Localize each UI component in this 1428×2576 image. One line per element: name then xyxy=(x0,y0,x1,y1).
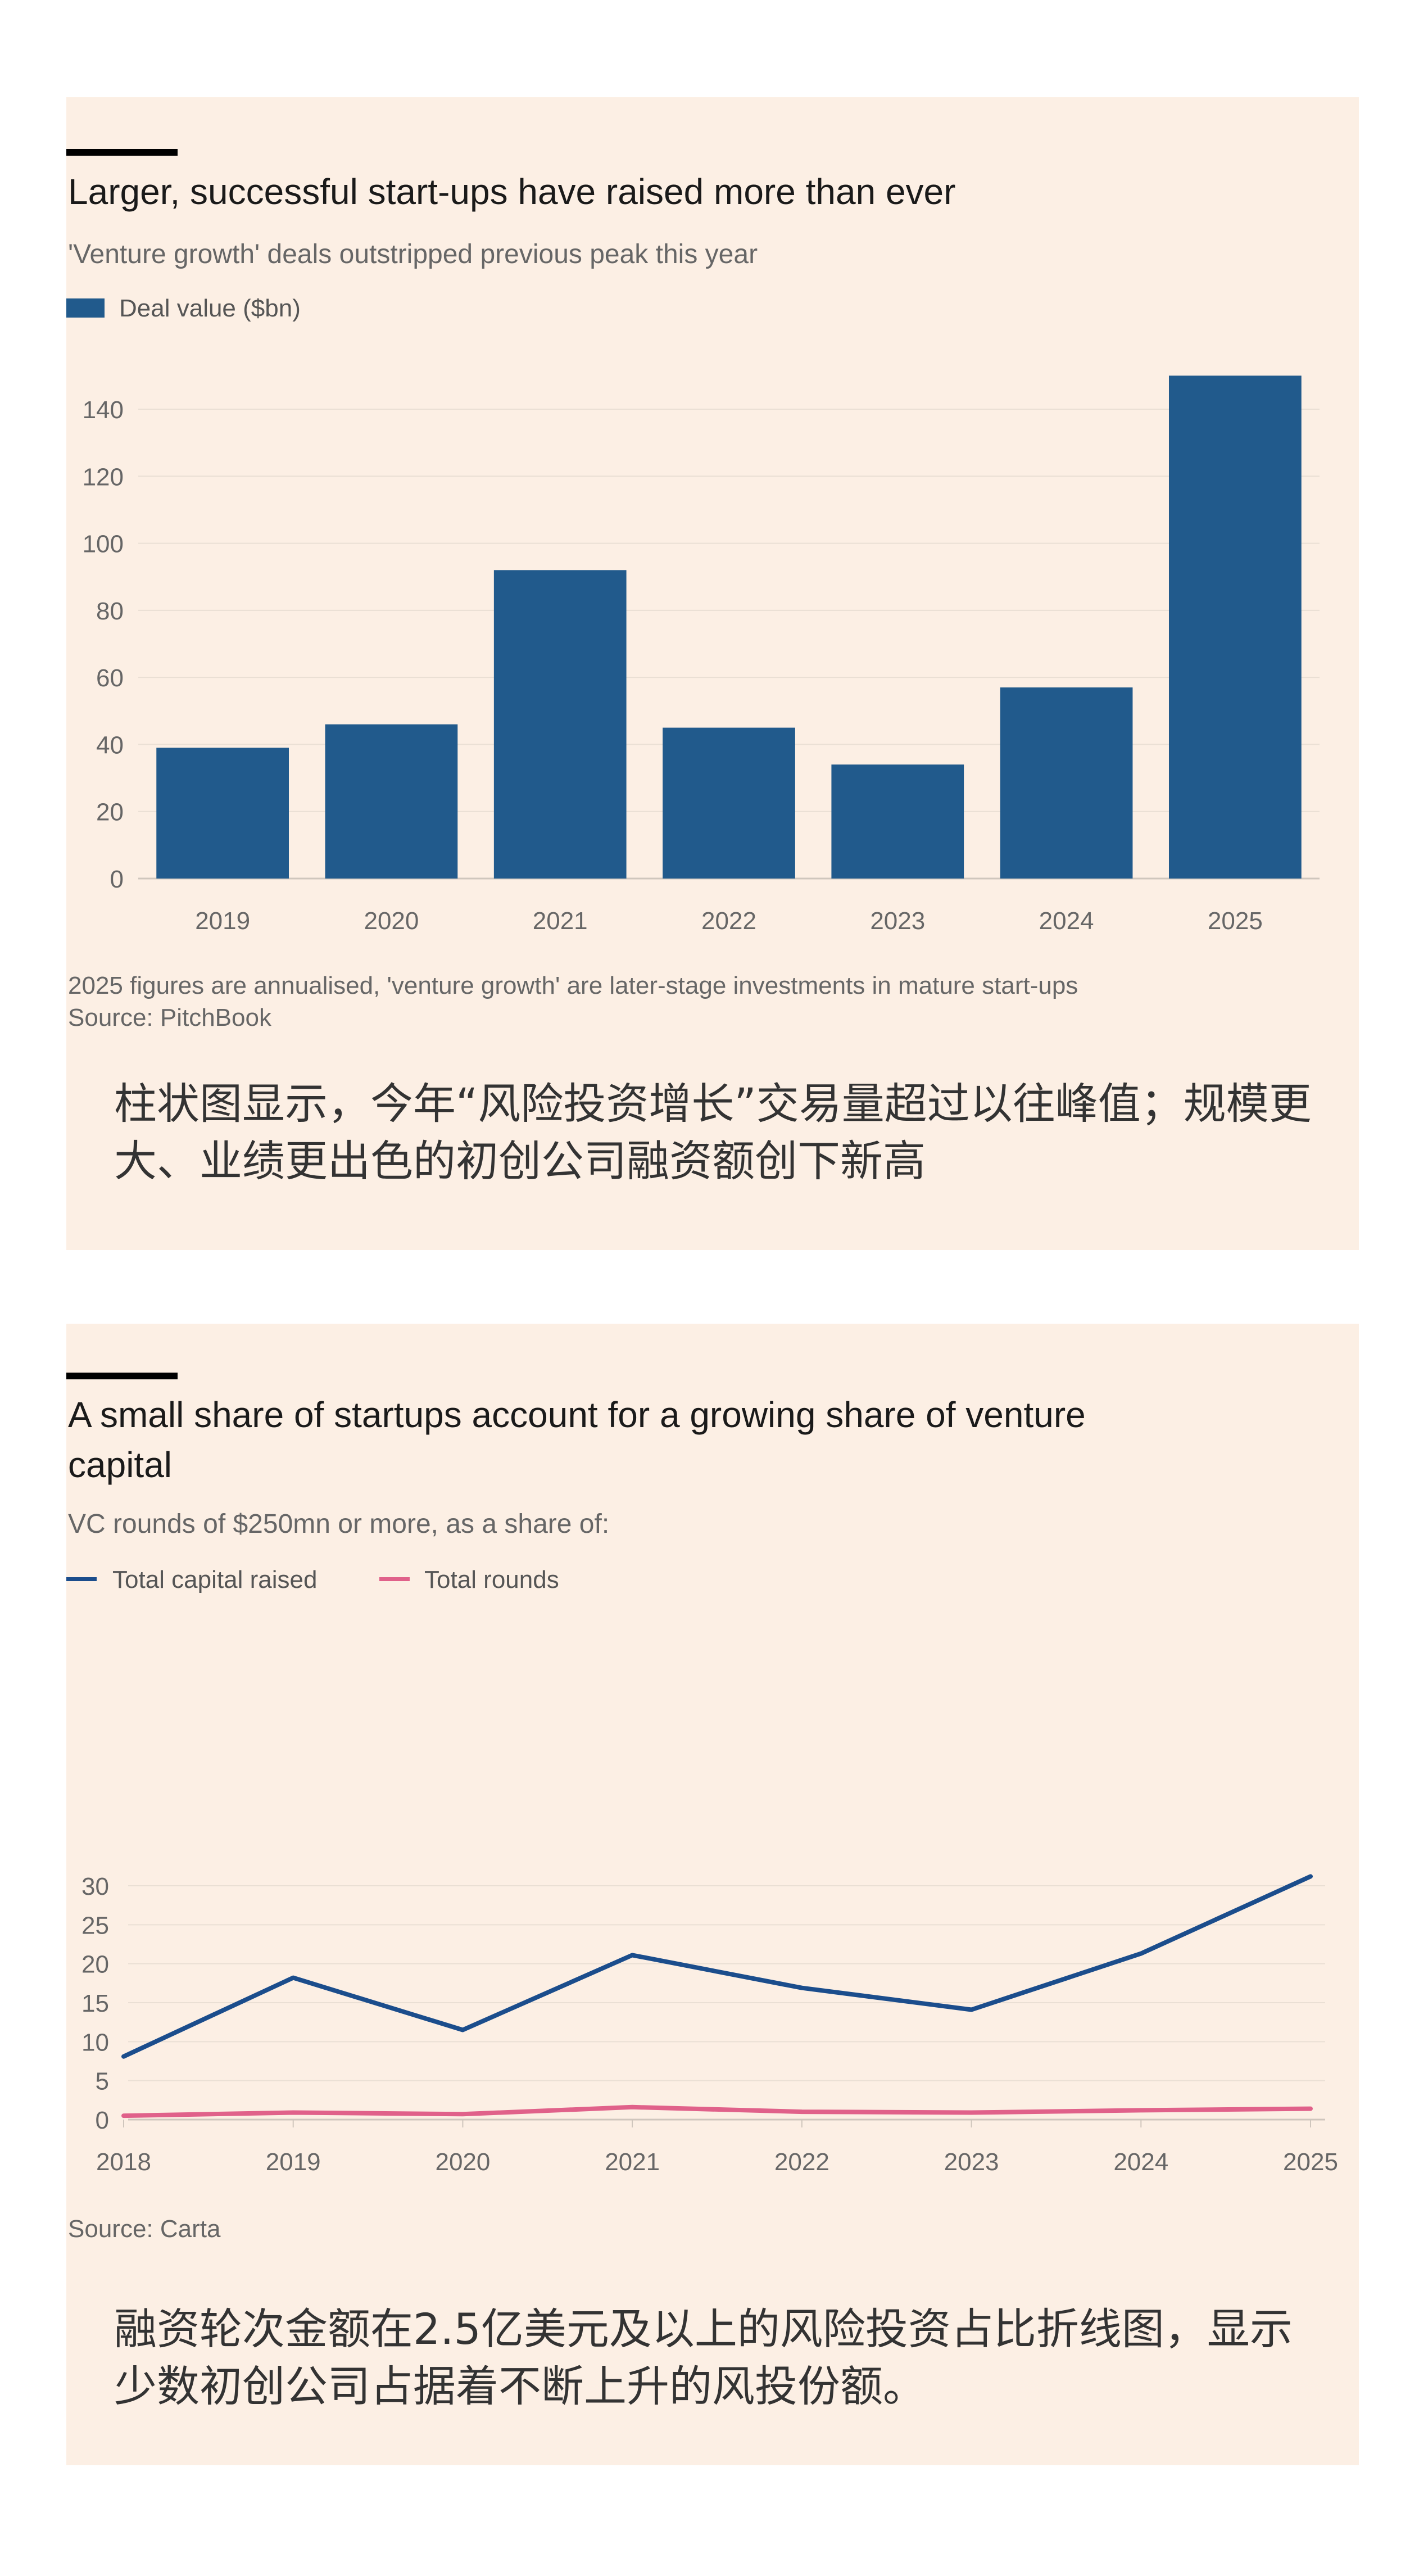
x-tick-label: 2023 xyxy=(870,907,925,935)
chart-subtitle: 'Venture growth' deals outstripped previ… xyxy=(68,239,758,269)
x-tick-label: 2018 xyxy=(96,2148,151,2176)
bar-2025 xyxy=(1168,375,1302,879)
x-tick-label: 2024 xyxy=(1113,2148,1168,2176)
y-axis-ticks: 0 5 10 15 20 25 30 xyxy=(81,1873,109,2134)
bar-chart-card: Larger, successful start-ups have raised… xyxy=(66,97,1359,1250)
y-tick-label: 0 xyxy=(110,866,124,893)
y-tick-label: 25 xyxy=(81,1912,109,1939)
chart-caption: 柱状图显示，今年“风险投资增长”交易量超过以往峰值；规模更大、业绩更出色的初创公… xyxy=(114,1079,1312,1186)
y-tick-label: 40 xyxy=(96,731,124,759)
line-chart-card: A small share of startups account for a … xyxy=(66,1324,1359,2465)
x-tick-label: 2020 xyxy=(364,907,419,935)
y-tick-label: 20 xyxy=(81,1951,109,1979)
bar-2023 xyxy=(831,764,964,879)
legend-swatch xyxy=(66,298,105,318)
bar-2024 xyxy=(1000,687,1133,879)
x-tick-label: 2019 xyxy=(266,2148,321,2176)
x-tick-label: 2023 xyxy=(944,2148,999,2176)
chart-title: Larger, successful start-ups have raised… xyxy=(68,171,955,212)
x-axis-ticks: 2018 2019 2020 2021 2022 2023 2024 2025 xyxy=(96,2120,1338,2176)
x-tick-label: 2025 xyxy=(1208,907,1263,935)
y-tick-label: 140 xyxy=(83,396,124,424)
legend-swatch-rounds xyxy=(379,1577,410,1581)
y-tick-label: 10 xyxy=(81,2029,109,2056)
bar-2022 xyxy=(663,727,795,879)
y-tick-label: 20 xyxy=(96,799,124,826)
y-tick-label: 100 xyxy=(83,531,124,558)
bar-chart: Larger, successful start-ups have raised… xyxy=(66,149,1320,1031)
x-tick-label: 2024 xyxy=(1039,907,1094,935)
series-line-total-rounds xyxy=(121,2104,1313,2118)
legend-label-rounds: Total rounds xyxy=(424,1566,559,1593)
chart-title-line-1: A small share of startups account for a … xyxy=(68,1395,1086,1435)
header-accent-bar xyxy=(66,149,178,156)
y-tick-label: 15 xyxy=(81,1990,109,2017)
x-tick-label: 2022 xyxy=(701,907,756,935)
y-tick-label: 0 xyxy=(96,2107,109,2134)
chart-source: Source: Carta xyxy=(68,2215,221,2243)
y-tick-label: 5 xyxy=(96,2068,109,2095)
bar-2021 xyxy=(493,570,627,879)
series-line-total-capital-raised xyxy=(121,1874,1313,2059)
line-chart: A small share of startups account for a … xyxy=(66,1373,1338,2243)
chart-subtitle: VC rounds of $250mn or more, as a share … xyxy=(68,1509,609,1539)
legend-swatch-capital xyxy=(66,1577,97,1581)
chart-title-line-2: capital xyxy=(68,1445,172,1485)
y-tick-label: 60 xyxy=(96,664,124,692)
gridlines xyxy=(128,1885,1325,2121)
x-tick-label: 2019 xyxy=(195,907,250,935)
data-point xyxy=(971,2009,972,2010)
chart-source: Source: PitchBook xyxy=(68,1004,272,1031)
x-tick-label: 2020 xyxy=(435,2148,490,2176)
y-tick-label: 120 xyxy=(83,463,124,491)
series-lines xyxy=(121,1874,1313,2118)
legend-label: Deal value ($bn) xyxy=(119,295,301,322)
x-tick-label: 2022 xyxy=(774,2148,829,2176)
chart-footnote: 2025 figures are annualised, 'venture gr… xyxy=(68,972,1078,999)
data-point xyxy=(971,2112,972,2113)
x-axis-ticks: 2019 2020 2021 2022 2023 2024 2025 xyxy=(195,907,1263,935)
header-accent-bar xyxy=(66,1373,178,1379)
x-tick-label: 2021 xyxy=(605,2148,660,2176)
x-tick-label: 2025 xyxy=(1283,2148,1338,2176)
bars xyxy=(156,375,1302,879)
x-tick-label: 2021 xyxy=(533,907,588,935)
chart-caption: 融资轮次金额在2.5亿美元及以上的风险投资占比折线图，显示少数初创公司占据着不断… xyxy=(114,2304,1293,2411)
y-tick-label: 30 xyxy=(81,1873,109,1900)
y-tick-label: 80 xyxy=(96,597,124,625)
bar-2019 xyxy=(156,748,289,879)
bar-2020 xyxy=(325,724,458,879)
y-axis-ticks: 0 20 40 60 80 100 120 140 xyxy=(83,396,124,893)
legend-label-capital: Total capital raised xyxy=(112,1566,317,1593)
